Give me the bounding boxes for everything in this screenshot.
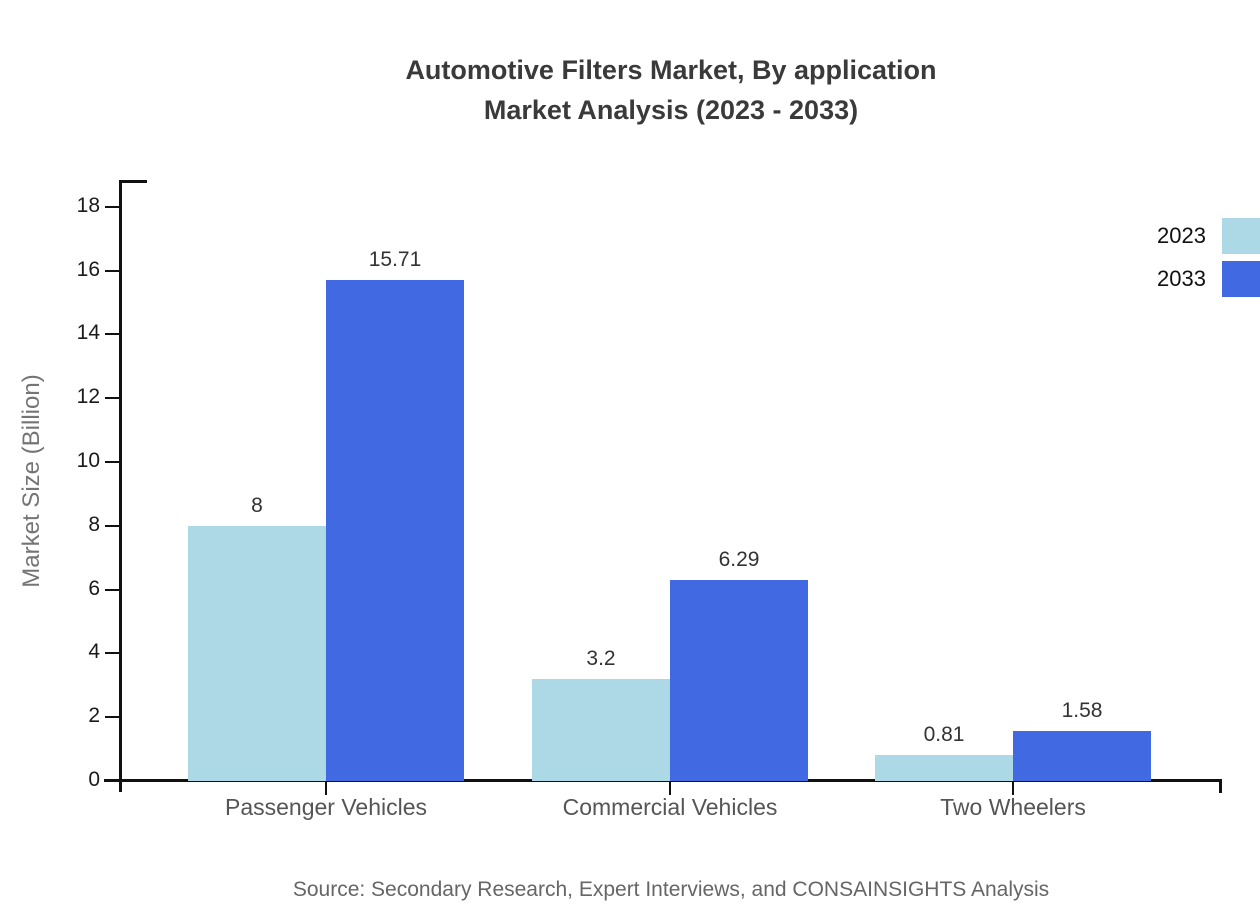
legend-swatch-2023 <box>1222 217 1260 254</box>
y-tick-mark <box>105 205 119 208</box>
y-tick-label: 10 <box>76 449 100 472</box>
y-tick-label: 8 <box>88 512 100 536</box>
bar-value-label-2033-two-wheelers: 1.58 <box>1061 698 1103 722</box>
x-category-label-passenger-vehicles: Passenger Vehicles <box>224 794 427 820</box>
y-tick-label: 4 <box>88 640 100 664</box>
y-axis-line <box>119 180 122 792</box>
y-tick-label: 14 <box>76 321 100 345</box>
legend-label-2033: 2033 <box>1157 265 1206 291</box>
y-tick-mark <box>105 652 119 655</box>
bar-2023-passenger-vehicles <box>188 525 326 781</box>
x-tick-mark <box>325 782 327 795</box>
y-tick-mark <box>105 524 119 527</box>
x-tick-mark <box>1012 782 1014 795</box>
y-axis-end-cap <box>119 180 147 183</box>
y-tick-mark <box>105 333 119 336</box>
bar-value-label-2023-commercial-vehicles: 3.2 <box>586 646 616 670</box>
y-tick-mark <box>105 269 119 272</box>
y-tick-mark <box>105 780 119 782</box>
x-category-label-two-wheelers: Two Wheelers <box>940 794 1086 820</box>
y-tick-mark <box>105 588 119 591</box>
bar-value-label-2033-passenger-vehicles: 15.71 <box>368 247 422 271</box>
bar-2033-commercial-vehicles <box>670 580 808 781</box>
legend-label-2023: 2023 <box>1157 222 1206 248</box>
chart-title: Automotive Filters Market, By applicatio… <box>120 50 1222 130</box>
y-tick-label: 18 <box>76 193 100 217</box>
legend-item-2023: 2023 <box>1157 217 1260 254</box>
y-tick-label: 0 <box>88 768 100 791</box>
y-tick-mark <box>105 397 119 400</box>
legend-item-2033: 2033 <box>1157 260 1260 297</box>
bar-2033-two-wheelers <box>1013 730 1151 781</box>
y-tick-mark <box>105 716 119 719</box>
source-text: Source: Secondary Research, Expert Inter… <box>292 878 1050 901</box>
bar-2023-two-wheelers <box>875 755 1013 781</box>
legend: 2023 2033 <box>1157 217 1260 303</box>
x-axis-end-cap <box>1219 779 1222 793</box>
bar-value-label-2033-commercial-vehicles: 6.29 <box>718 548 760 572</box>
x-category-label-commercial-vehicles: Commercial Vehicles <box>562 794 778 820</box>
y-tick-label: 2 <box>88 704 100 728</box>
y-tick-label: 6 <box>88 576 100 600</box>
legend-swatch-2033 <box>1222 260 1260 297</box>
y-tick-mark <box>105 461 119 463</box>
bar-2023-commercial-vehicles <box>532 678 670 781</box>
x-tick-mark <box>669 782 671 795</box>
chart-title-line1: Automotive Filters Market, By applicatio… <box>405 55 937 85</box>
bar-value-label-2023-passenger-vehicles: 8 <box>251 493 263 517</box>
y-tick-label: 16 <box>76 257 100 281</box>
chart-title-line2: Market Analysis (2023 - 2033) <box>483 95 859 125</box>
bar-2033-passenger-vehicles <box>326 279 464 781</box>
y-tick-label: 12 <box>76 385 100 409</box>
bar-value-label-2023-two-wheelers: 0.81 <box>923 723 965 747</box>
